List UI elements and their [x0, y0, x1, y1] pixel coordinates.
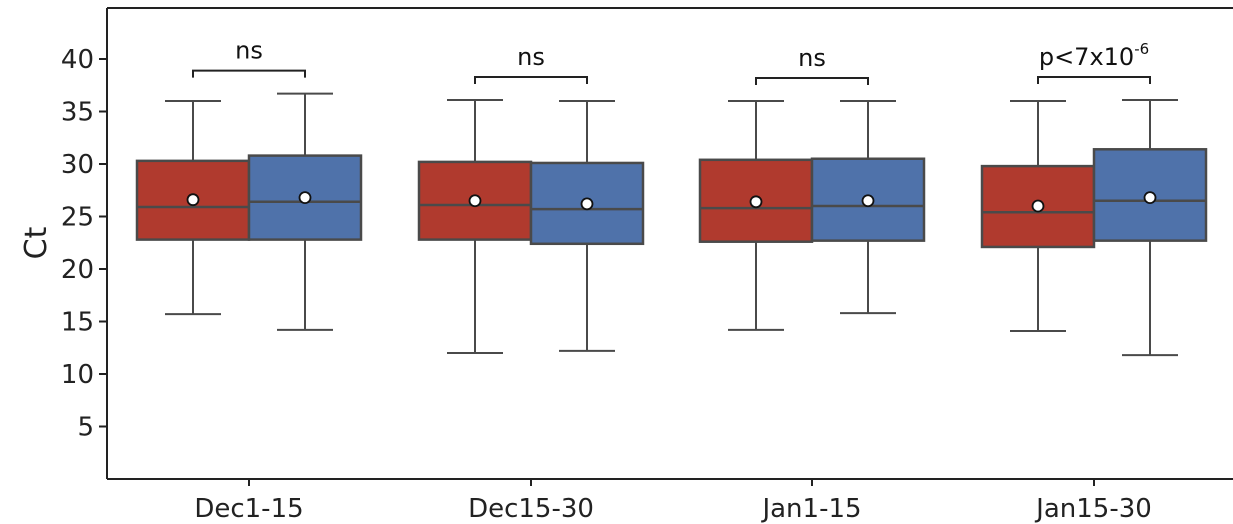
significance-label: ns: [517, 43, 545, 71]
mean-marker: [1143, 191, 1157, 205]
significance-bracket: [192, 69, 306, 78]
significance-label: p<7x10-6: [1039, 40, 1149, 71]
significance-bracket: [1037, 75, 1151, 84]
y-tick-label: 25: [61, 203, 94, 233]
x-tick-label: Dec15-30: [468, 494, 594, 524]
mean-marker: [298, 191, 312, 205]
x-tick-label: Jan15-30: [1034, 494, 1152, 524]
y-tick-label: 5: [77, 413, 94, 443]
y-tick-label: 40: [61, 45, 94, 75]
mean-marker: [186, 193, 200, 207]
mean-marker: [468, 194, 482, 208]
y-tick-label: 20: [61, 255, 94, 285]
significance-label: ns: [798, 44, 826, 72]
significance-exponent: -6: [1134, 40, 1149, 58]
significance-label: ns: [235, 37, 263, 65]
y-tick-label: 35: [61, 98, 94, 128]
y-axis-title: Ct: [19, 226, 54, 259]
y-tick-label: 15: [61, 308, 94, 338]
significance-bracket: [474, 75, 588, 84]
plot-area: 5 10 15 20 25 30 35 40 Dec1-15 Dec15-30 Jan1-15 Jan…: [61, 7, 1233, 524]
y-tick-label: 10: [61, 360, 94, 390]
significance-bracket: [755, 77, 869, 85]
mean-marker: [861, 194, 875, 208]
y-tick-label: 30: [61, 150, 94, 180]
x-tick-label: Jan1-15: [760, 494, 861, 524]
mean-marker: [1031, 199, 1045, 213]
box: [247, 154, 363, 241]
mean-marker: [749, 195, 763, 209]
x-tick-label: Dec1-15: [194, 494, 303, 524]
mean-marker: [580, 197, 594, 211]
